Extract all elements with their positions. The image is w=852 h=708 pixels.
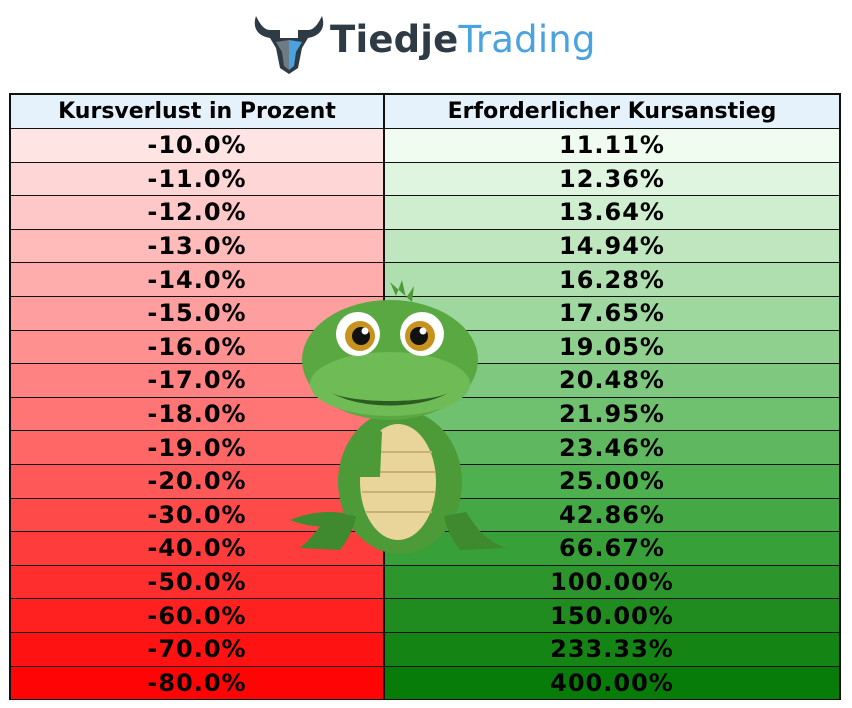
table-row: -19.0% 23.46%	[11, 430, 839, 464]
logo-text: TiedjeTrading	[330, 18, 596, 61]
table-row: -15.0% 17.65%	[11, 296, 839, 330]
gain-cell: 16.28%	[385, 263, 839, 296]
loss-cell: -80.0%	[11, 666, 385, 700]
table-row: -13.0% 14.94%	[11, 228, 839, 263]
loss-cell: -14.0%	[11, 263, 385, 296]
gain-cell: 17.65%	[385, 297, 839, 330]
gain-cell: 12.36%	[385, 162, 839, 196]
loss-cell: -17.0%	[11, 364, 385, 397]
logo: TiedjeTrading	[250, 8, 600, 78]
loss-recovery-table: Kursverlust in Prozent Erforderlicher Ku…	[9, 93, 841, 700]
table-row: -80.0% 400.00%	[11, 665, 839, 700]
gain-cell: 11.11%	[385, 129, 839, 162]
loss-cell: -70.0%	[11, 633, 385, 666]
gain-cell: 233.33%	[385, 633, 839, 666]
gain-cell: 23.46%	[385, 431, 839, 464]
logo-word-trading: Trading	[458, 18, 596, 61]
loss-cell: -19.0%	[11, 431, 385, 464]
loss-cell: -12.0%	[11, 196, 385, 229]
loss-cell: -50.0%	[11, 565, 385, 599]
loss-cell: -18.0%	[11, 397, 385, 431]
table-row: -14.0% 16.28%	[11, 262, 839, 296]
loss-cell: -13.0%	[11, 229, 385, 263]
gain-cell: 13.64%	[385, 196, 839, 229]
gain-cell: 150.00%	[385, 599, 839, 632]
logo-word-tiedje: Tiedje	[330, 18, 459, 61]
table-row: -11.0% 12.36%	[11, 161, 839, 196]
loss-cell: -10.0%	[11, 129, 385, 162]
table-row: -10.0% 11.11%	[11, 128, 839, 162]
table-row: -12.0% 13.64%	[11, 195, 839, 229]
gain-cell: 100.00%	[385, 565, 839, 599]
table-row: -70.0% 233.33%	[11, 632, 839, 666]
loss-cell: -60.0%	[11, 599, 385, 632]
loss-cell: -11.0%	[11, 162, 385, 196]
table-row: -50.0% 100.00%	[11, 564, 839, 599]
header-kursverlust: Kursverlust in Prozent	[11, 95, 385, 128]
gain-cell: 21.95%	[385, 397, 839, 431]
crocodile-mascot-icon	[290, 280, 506, 554]
gain-cell: 400.00%	[385, 666, 839, 700]
header-kursanstieg: Erforderlicher Kursanstieg	[385, 95, 839, 128]
loss-cell: -15.0%	[11, 297, 385, 330]
gain-cell: 14.94%	[385, 229, 839, 263]
table-row: -60.0% 150.00%	[11, 598, 839, 632]
bull-head-icon	[254, 16, 324, 74]
loss-cell: -20.0%	[11, 465, 385, 498]
table-header-row: Kursverlust in Prozent Erforderlicher Ku…	[11, 95, 839, 128]
